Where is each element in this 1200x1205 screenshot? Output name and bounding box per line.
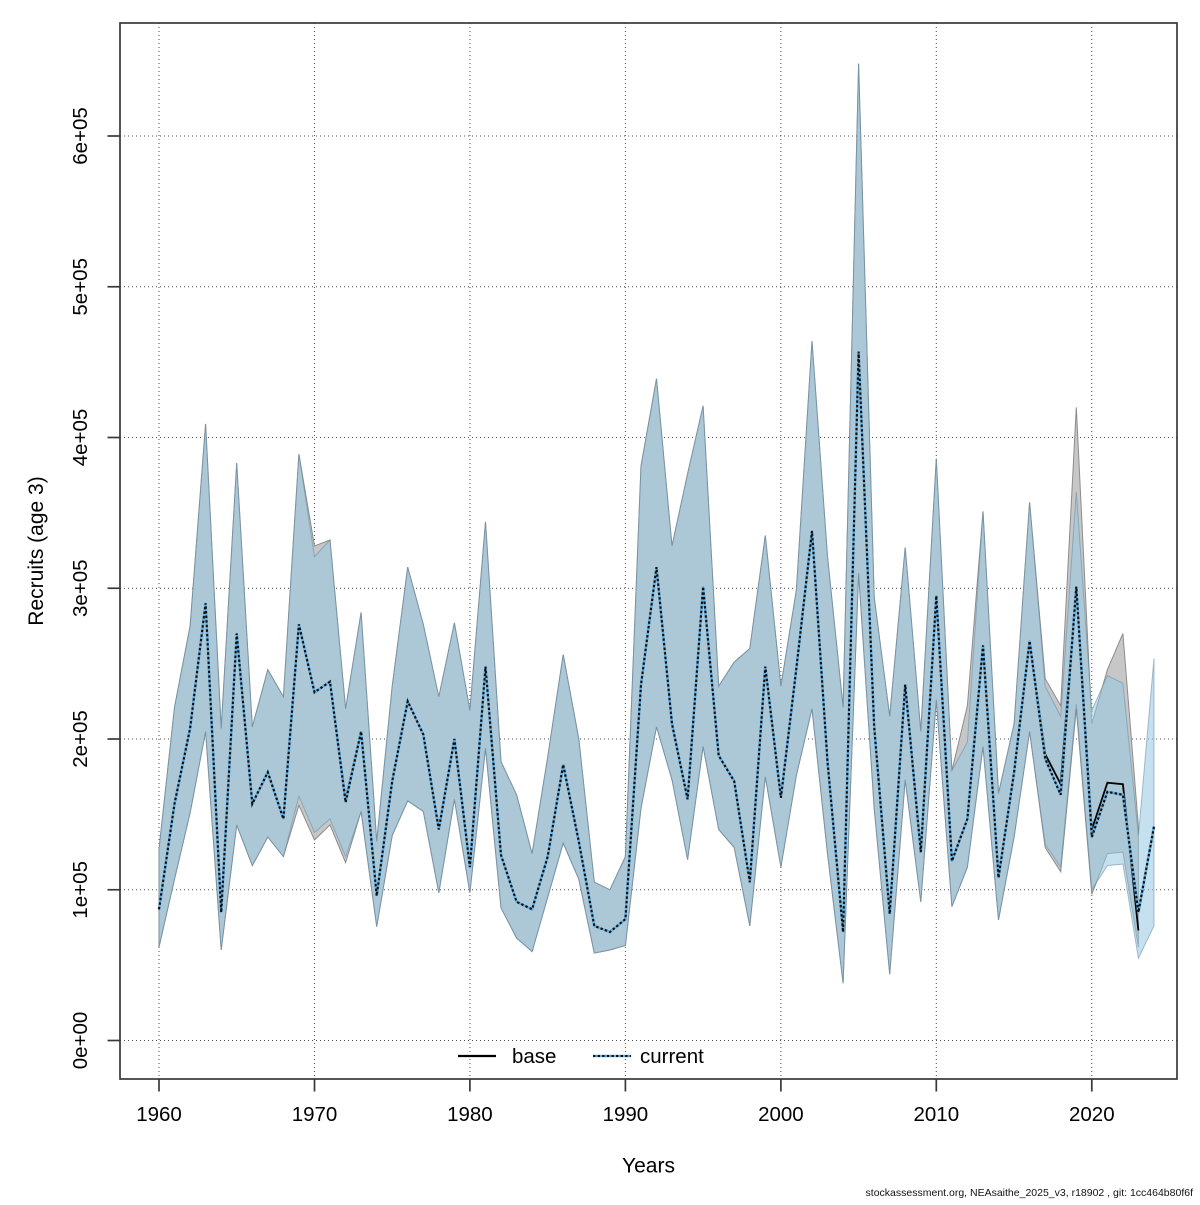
svg-text:1980: 1980	[447, 1103, 493, 1126]
svg-text:2e+05: 2e+05	[69, 710, 92, 768]
svg-text:stockassessment.org, NEAsaithe: stockassessment.org, NEAsaithe_2025_v3, …	[866, 1187, 1194, 1199]
svg-text:5e+05: 5e+05	[69, 258, 92, 316]
svg-text:4e+05: 4e+05	[69, 409, 92, 467]
svg-text:2020: 2020	[1069, 1103, 1115, 1126]
svg-text:3e+05: 3e+05	[69, 559, 92, 617]
svg-text:1970: 1970	[292, 1103, 338, 1126]
svg-text:1990: 1990	[603, 1103, 649, 1126]
svg-text:2010: 2010	[913, 1103, 959, 1126]
svg-text:Recruits (age 3): Recruits (age 3)	[25, 476, 48, 625]
svg-text:1e+05: 1e+05	[69, 861, 92, 919]
svg-text:0e+00: 0e+00	[69, 1012, 92, 1070]
svg-text:Years: Years	[622, 1155, 675, 1178]
svg-text:base: base	[512, 1045, 556, 1068]
svg-text:1960: 1960	[136, 1103, 182, 1126]
svg-text:current: current	[640, 1045, 704, 1068]
svg-text:6e+05: 6e+05	[69, 107, 92, 165]
svg-text:2000: 2000	[758, 1103, 804, 1126]
